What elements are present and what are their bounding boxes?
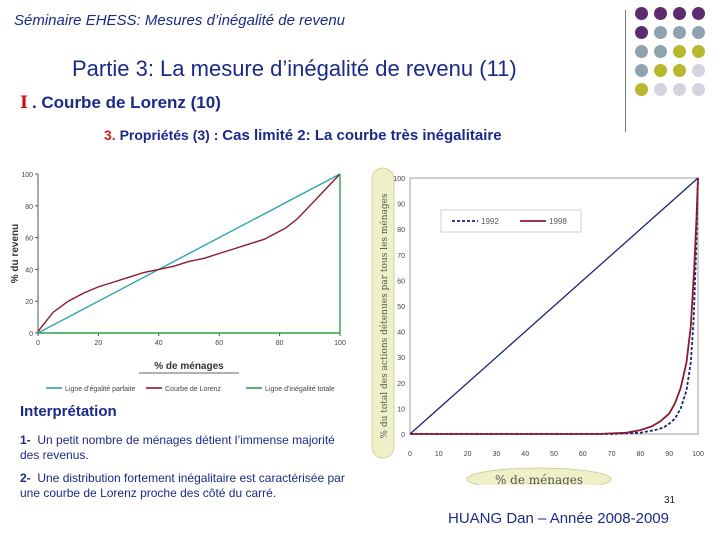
- decor-dot: [654, 64, 667, 77]
- y-tick-label: 100: [393, 176, 405, 183]
- decor-dot: [635, 83, 648, 96]
- shareholding-chart-svg: 0 10 20 30 40 50 60 70 80 90 100 0 10 20 30 40 50 60 70 80 9…: [371, 167, 704, 491]
- x-tick-label: 60: [215, 340, 223, 347]
- decor-dot: [673, 64, 686, 77]
- y-tick-label: 80: [397, 227, 405, 234]
- decor-dot: [654, 45, 667, 58]
- section-title-text: . Courbe de Lorenz (10): [31, 93, 221, 112]
- interpretation-item-2-text: Une distribution fortement inégalitaire …: [20, 471, 345, 500]
- x-tick-label: 0: [36, 340, 40, 347]
- x-tick-label: 100: [334, 340, 346, 347]
- section-roman-numeral: I: [20, 93, 28, 113]
- legend-label: 1992: [481, 217, 499, 226]
- y-tick-label: 80: [25, 204, 33, 211]
- x-tick-label: 0: [408, 451, 412, 458]
- decor-dot: [635, 26, 648, 39]
- x-tick-label: 40: [521, 451, 529, 458]
- subtitle-properties: Propriétés (3) :: [119, 127, 219, 143]
- legend-label: Courbe de Lorenz: [165, 386, 222, 393]
- total-inequality-line: [38, 174, 341, 334]
- seminar-title: Séminaire EHESS: Mesures d’inégalité de …: [14, 12, 346, 29]
- equality-line: [37, 173, 341, 334]
- y-tick-label: 90: [397, 202, 405, 209]
- series-1992: [410, 177, 699, 435]
- lorenz-curve: [37, 173, 341, 332]
- decor-dot: [635, 45, 648, 58]
- decor-dot: [635, 7, 648, 20]
- subtitle-case: Cas limité 2: La courbe très inégalitair…: [222, 127, 502, 144]
- x-tick-label: 80: [276, 340, 284, 347]
- x-tick-label: 100: [692, 451, 704, 458]
- decor-dot: [673, 83, 686, 96]
- lorenz-chart: 0 20 40 60 80 100 0 20 40 60 80 100 % de ménages % du…: [8, 162, 353, 399]
- y-tick-label: 30: [397, 355, 405, 362]
- series-1998: [410, 177, 699, 435]
- x-tick-label: 10: [435, 451, 443, 458]
- y-tick-label: 40: [397, 330, 405, 337]
- y-label-ribbon: [371, 167, 395, 459]
- y-axis-label: % du total des actions détenues par tous…: [379, 193, 390, 439]
- decor-dot: [673, 7, 686, 20]
- y-tick-label: 10: [397, 406, 405, 413]
- interpretation-item-2: 2- Une distribution fortement inégalitai…: [20, 471, 360, 501]
- x-tick-label: 40: [155, 340, 163, 347]
- x-tick-label: 90: [665, 451, 673, 458]
- shareholding-chart: 0 10 20 30 40 50 60 70 80 90 100 0 10 20 30 40 50 60 70 80 9…: [368, 160, 713, 491]
- decor-dot: [654, 26, 667, 39]
- interpretation-title: Interprétation: [20, 403, 117, 420]
- x-tick-label: 30: [493, 451, 501, 458]
- y-tick-label: 60: [397, 278, 405, 285]
- y-tick-label: 40: [25, 267, 33, 274]
- interpretation-item-1: 1- Un petit nombre de ménages détient l’…: [20, 433, 340, 463]
- legend-label: 1998: [549, 217, 567, 226]
- interpretation-item-2-number: 2-: [20, 471, 31, 485]
- lorenz-chart-svg: 0 20 40 60 80 100 0 20 40 60 80 100 % de ménages % du…: [10, 172, 346, 393]
- slide-subtitle: 3. Propriétés (3) : Cas limité 2: La cou…: [104, 127, 502, 144]
- x-tick-label: 20: [95, 340, 103, 347]
- y-tick-label: 0: [29, 331, 33, 338]
- y-tick-label: 60: [25, 236, 33, 243]
- author-footer: HUANG Dan – Année 2008-2009: [448, 510, 669, 527]
- x-tick-label: 80: [637, 451, 645, 458]
- legend-label: Ligne d’inégalité totale: [265, 386, 335, 393]
- decor-dot: [654, 7, 667, 20]
- decor-dot: [673, 26, 686, 39]
- page-number: 31: [664, 495, 676, 506]
- x-tick-label: 60: [579, 451, 587, 458]
- interpretation-item-1-text: Un petit nombre de ménages détient l’imm…: [20, 433, 335, 462]
- legend-label: Ligne d’égalité parfaite: [65, 386, 136, 393]
- decor-dot: [635, 64, 648, 77]
- y-tick-label: 0: [401, 432, 405, 439]
- y-tick-label: 100: [21, 172, 33, 179]
- vertical-divider: [625, 10, 626, 132]
- y-axis-label: % du revenu: [10, 224, 21, 283]
- x-tick-label: 20: [464, 451, 472, 458]
- y-tick-label: 50: [397, 304, 405, 311]
- subtitle-number: 3.: [104, 127, 116, 143]
- legend-box: [440, 209, 582, 233]
- decor-dot: [692, 64, 705, 77]
- y-tick-label: 70: [397, 253, 405, 260]
- x-tick-label: 70: [608, 451, 616, 458]
- decor-dot: [692, 26, 705, 39]
- decor-dot: [654, 83, 667, 96]
- decor-dot: [692, 83, 705, 96]
- x-axis-label: % de ménages: [495, 473, 583, 485]
- section-title: I. Courbe de Lorenz (10): [20, 93, 221, 113]
- decor-dot: [673, 45, 686, 58]
- y-tick-label: 20: [397, 381, 405, 388]
- equality-diagonal: [409, 177, 699, 435]
- x-tick-label: 50: [550, 451, 558, 458]
- decor-dot: [692, 7, 705, 20]
- interpretation-item-1-number: 1-: [20, 433, 31, 447]
- x-axis-label: % de ménages: [154, 361, 224, 372]
- decor-dot: [692, 45, 705, 58]
- y-tick-label: 20: [25, 299, 33, 306]
- part-title: Partie 3: La mesure d’inégalité de reven…: [72, 56, 517, 81]
